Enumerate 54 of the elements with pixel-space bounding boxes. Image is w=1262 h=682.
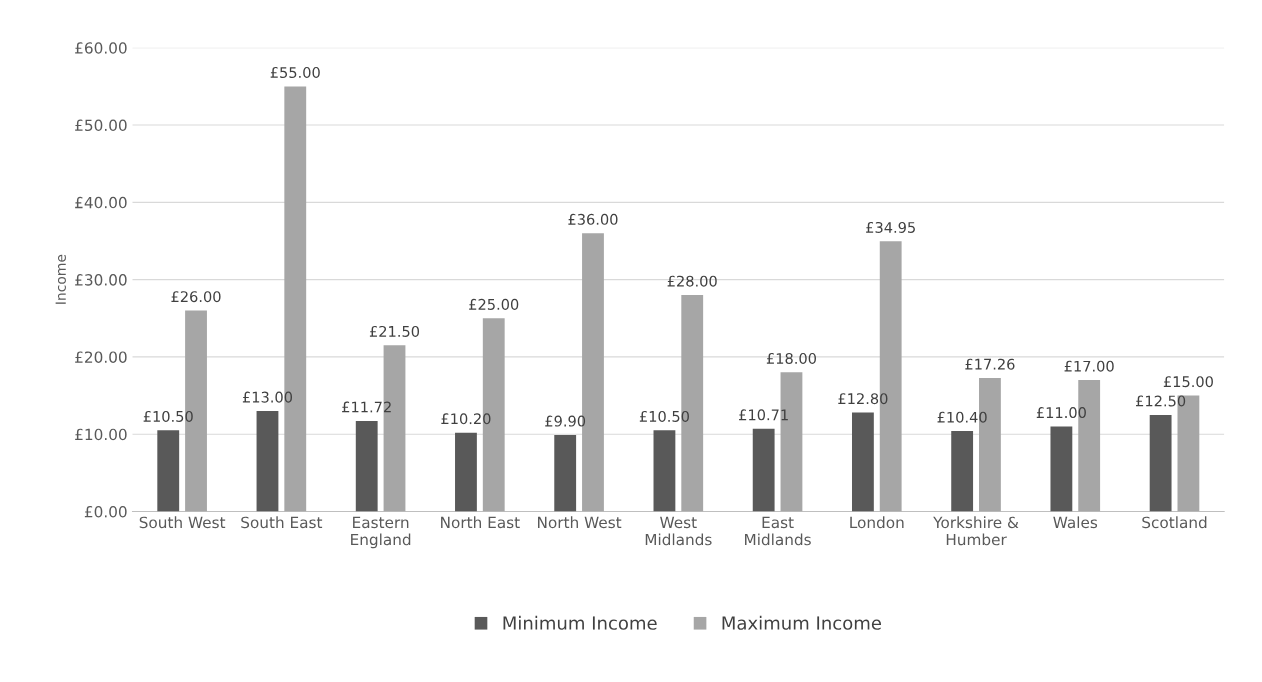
y-tick-label: £50.00 — [75, 119, 127, 132]
data-label: £25.00 — [469, 298, 519, 310]
data-label: £13.00 — [242, 391, 293, 403]
data-label: £17.00 — [1064, 360, 1114, 372]
y-tick-label: £60.00 — [75, 42, 127, 54]
data-label: £10.71 — [739, 409, 788, 421]
legend-label: Maximum Income — [722, 615, 881, 630]
x-tick-label: Eastern England — [351, 516, 411, 549]
x-tick-label: Scotland — [1142, 516, 1207, 529]
y-tick-label: £0.00 — [84, 505, 127, 518]
x-tick-label: West Midlands — [645, 516, 712, 546]
data-label: £36.00 — [568, 213, 618, 225]
data-label: £15.00 — [1163, 376, 1213, 388]
bar — [355, 420, 378, 512]
data-label: £28.00 — [667, 275, 717, 287]
data-label: £11.72 — [342, 401, 391, 413]
x-tick-label: Wales — [1053, 516, 1098, 529]
data-label: £26.00 — [171, 291, 221, 303]
bar — [752, 428, 775, 512]
x-tick-label: North West — [538, 516, 622, 529]
x-tick-label: South East — [241, 516, 323, 529]
data-label: £10.40 — [937, 411, 987, 423]
bar — [157, 430, 180, 512]
legend-label: Minimum Income — [503, 615, 657, 630]
bar — [851, 412, 874, 512]
data-label: £11.00 — [1036, 407, 1086, 419]
data-label: £21.50 — [369, 325, 420, 337]
x-tick-label: North East — [441, 516, 520, 529]
y-tick-label: £20.00 — [75, 351, 127, 363]
y-axis-title: Income — [55, 254, 66, 304]
data-label: £10.50 — [143, 410, 193, 422]
data-label: £10.50 — [639, 410, 689, 422]
x-tick-label: South West — [139, 516, 226, 529]
data-label: £18.00 — [766, 352, 816, 364]
bar — [1149, 414, 1172, 512]
x-tick-label: Yorkshire & Humber — [933, 516, 1019, 546]
data-label: £17.26 — [965, 358, 1015, 370]
bar — [554, 434, 577, 512]
x-tick-label: East Midlands — [745, 516, 811, 546]
bar — [455, 432, 477, 512]
data-label: £12.80 — [838, 393, 888, 405]
data-label: £10.20 — [441, 413, 491, 425]
bar — [1050, 426, 1073, 512]
y-tick-label: £30.00 — [75, 274, 127, 286]
y-tick-label: £40.00 — [75, 196, 127, 209]
data-label: £55.00 — [270, 66, 320, 79]
data-label: £12.50 — [1136, 395, 1186, 407]
y-tick-label: £10.00 — [75, 428, 127, 441]
data-label: £9.90 — [545, 415, 586, 427]
x-tick-label: London — [850, 516, 904, 529]
data-label: £34.95 — [866, 221, 915, 233]
bar — [256, 411, 279, 512]
bar — [951, 431, 974, 512]
bar — [653, 430, 676, 512]
